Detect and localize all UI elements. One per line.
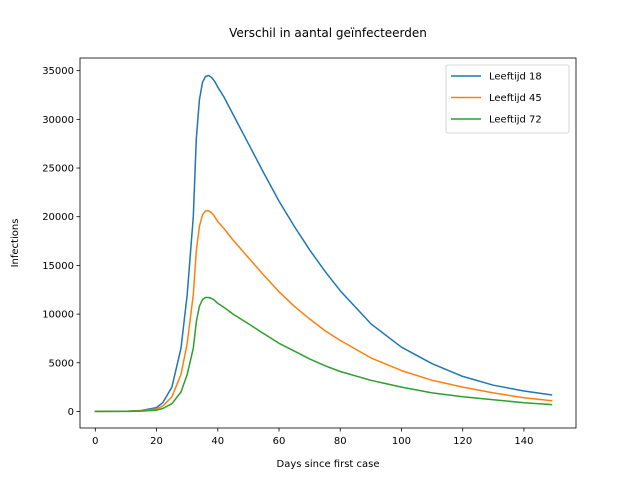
x-tick-label: 80 [334, 436, 347, 447]
y-tick-label: 35000 [42, 66, 74, 77]
chart-title: Verschil in aantal geïnfecteerden [229, 26, 427, 40]
legend: Leeftijd 18 Leeftijd 45 Leeftijd 72 [445, 64, 570, 134]
legend-frame [445, 64, 570, 134]
y-tick-label: 10000 [42, 310, 74, 321]
y-tick-label: 25000 [42, 164, 74, 175]
plot-frame [79, 57, 577, 429]
x-tick-label: 120 [453, 436, 472, 447]
y-axis: 0 5000 10000 15000 20000 25000 30000 35000 [42, 66, 80, 418]
y-axis-label: Infections [10, 219, 21, 268]
y-tick-label: 15000 [42, 261, 74, 272]
y-tick-label: 5000 [49, 358, 74, 369]
x-tick-label: 140 [514, 436, 533, 447]
series-line-1 [94, 74, 553, 413]
x-tick-label: 0 [92, 436, 98, 447]
y-tick-label: 20000 [42, 212, 74, 223]
x-tick-label: 20 [150, 436, 163, 447]
series-line-2 [94, 210, 553, 413]
x-tick-label: 60 [273, 436, 286, 447]
y-tick-label: 0 [68, 407, 74, 418]
x-axis-label: Days since first case [277, 459, 380, 470]
legend-label-2: Leeftijd 45 [489, 93, 542, 104]
series-layer [94, 74, 553, 413]
x-tick-label: 40 [211, 436, 224, 447]
y-tick-label: 30000 [42, 115, 74, 126]
series-line-3 [94, 296, 553, 413]
legend-label-1: Leeftijd 18 [489, 72, 542, 83]
legend-label-3: Leeftijd 72 [489, 115, 542, 126]
x-axis: 0 20 40 60 80 100 120 140 [92, 428, 533, 447]
x-tick-label: 100 [392, 436, 411, 447]
